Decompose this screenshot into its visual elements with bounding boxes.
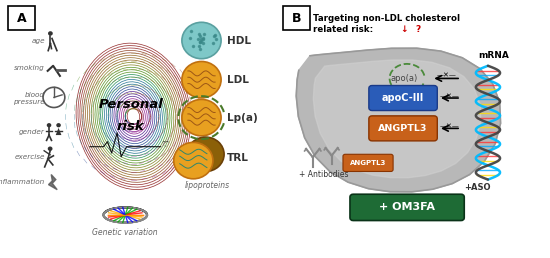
Circle shape <box>174 142 213 179</box>
Text: TRL: TRL <box>227 153 249 163</box>
Circle shape <box>48 147 52 151</box>
Text: Personal: Personal <box>98 99 163 111</box>
Text: A: A <box>17 12 26 25</box>
Text: blood
pressure: blood pressure <box>13 92 45 105</box>
Text: ANGPTL3: ANGPTL3 <box>378 124 428 133</box>
FancyBboxPatch shape <box>350 194 464 221</box>
Polygon shape <box>296 48 501 192</box>
FancyBboxPatch shape <box>271 0 550 258</box>
Text: smoking: smoking <box>14 65 45 71</box>
Text: + OM3FA: + OM3FA <box>379 202 435 212</box>
Text: + Antibodies: + Antibodies <box>299 170 348 179</box>
Text: —✕—: —✕— <box>440 123 460 129</box>
Text: LDL: LDL <box>227 75 249 85</box>
Text: ANGPTL3: ANGPTL3 <box>350 160 386 166</box>
Circle shape <box>182 61 221 98</box>
Text: risk: risk <box>117 120 145 133</box>
Circle shape <box>182 22 221 59</box>
FancyBboxPatch shape <box>0 0 282 258</box>
Text: gender: gender <box>19 128 45 134</box>
Text: ?: ? <box>415 25 420 34</box>
Text: Targeting non-LDL cholesterol: Targeting non-LDL cholesterol <box>313 14 460 23</box>
Circle shape <box>56 123 61 127</box>
FancyBboxPatch shape <box>8 6 35 30</box>
Text: ♡: ♡ <box>161 141 168 150</box>
Text: —✕—: —✕— <box>440 93 460 99</box>
Text: related risk:: related risk: <box>313 25 376 34</box>
Text: HDL: HDL <box>227 36 251 45</box>
FancyBboxPatch shape <box>369 85 437 110</box>
Circle shape <box>47 123 51 127</box>
FancyBboxPatch shape <box>343 154 393 172</box>
Polygon shape <box>48 174 57 190</box>
Text: exercise: exercise <box>14 154 45 160</box>
Text: apo(a): apo(a) <box>391 74 418 83</box>
Text: —✕—: —✕— <box>436 73 456 79</box>
Text: Lp(a): Lp(a) <box>227 113 258 123</box>
Text: inflammation: inflammation <box>0 179 45 185</box>
Circle shape <box>48 31 53 36</box>
Circle shape <box>187 137 224 172</box>
Text: ↓: ↓ <box>400 25 408 34</box>
Text: B: B <box>292 12 301 25</box>
Polygon shape <box>314 60 481 178</box>
Circle shape <box>182 99 221 136</box>
Polygon shape <box>56 128 62 135</box>
Text: apoC-III: apoC-III <box>382 93 424 103</box>
Text: age: age <box>31 37 45 44</box>
Text: lipoproteins: lipoproteins <box>184 181 229 190</box>
Text: mRNA: mRNA <box>478 51 509 60</box>
Text: Genetic variation: Genetic variation <box>92 228 158 237</box>
Text: +ASO: +ASO <box>464 183 491 192</box>
FancyBboxPatch shape <box>283 6 310 30</box>
FancyBboxPatch shape <box>369 116 437 141</box>
